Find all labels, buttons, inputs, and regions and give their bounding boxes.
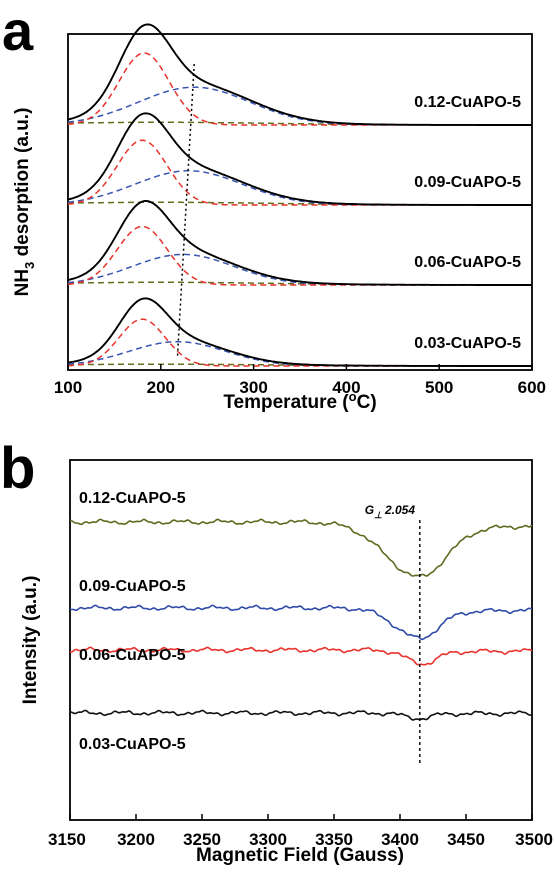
panel-a-series-labels: 0.12-CuAPO-5 0.09-CuAPO-5 0.06-CuAPO-5 0.03…: [414, 94, 521, 352]
x-tick-label-a-600: 600: [518, 378, 546, 397]
x-tick-label-b-3250: 3250: [183, 830, 221, 849]
x-tick-label-b-3400: 3400: [381, 830, 419, 849]
g-perp-annotation: G⊥ 2.054: [365, 503, 416, 520]
0-03-cuapo-5-epr-curve: [69, 709, 533, 721]
x-tick-label-a-300: 300: [239, 378, 267, 397]
0-03-cuapo-5-total-curve: [67, 297, 532, 367]
0-03-cuapo-5-peak3-fit: [68, 363, 532, 367]
x-tick-label-b-3150: 3150: [48, 830, 86, 849]
0-06-cuapo-5-epr-curve: [69, 646, 533, 666]
series-label-0-09-cuapo-5: 0.09-CuAPO-5: [414, 174, 521, 191]
panel-b-curves: [69, 518, 533, 721]
panel-a-y-axis-title: NH3 desorption (a.u.): [12, 108, 37, 297]
x-tick-label-b-3500: 3500: [515, 830, 553, 849]
series-label-0-03-cuapo-5: 0.03-CuAPO-5: [414, 335, 521, 352]
0-06-cuapo-5-total-curve: [67, 200, 532, 286]
series-label-b-0-09-cuapo-5: 0.09-CuAPO-5: [79, 578, 186, 595]
0-12-cuapo-5-epr-curve: [69, 518, 533, 577]
0-06-cuapo-5-peak3-fit: [68, 281, 532, 286]
x-tick-label-b-3350: 3350: [315, 830, 353, 849]
0-12-cuapo-5-peak2-fit: [67, 86, 532, 126]
x-tick-label-b-3300: 3300: [249, 830, 287, 849]
panel-b-plot-frame: [69, 459, 533, 821]
0-09-cuapo-5-peak1-fit: [67, 139, 532, 206]
0-09-cuapo-5-peak3-fit: [68, 201, 532, 206]
series-label-b-0-06-cuapo-5: 0.06-CuAPO-5: [79, 647, 186, 664]
peak-trend-line: [176, 63, 195, 357]
x-tick-label-a-400: 400: [332, 378, 360, 397]
panel-b-letter: b: [0, 436, 35, 501]
0-09-cuapo-5-total-curve: [67, 112, 532, 206]
0-09-cuapo-5-epr-curve: [69, 604, 533, 641]
panel-a-plot-frame: [67, 33, 533, 371]
panel-a-curves: [67, 23, 532, 367]
panel-b-x-axis-title: Magnetic Field (Gauss): [196, 845, 404, 866]
x-tick-label-b-3450: 3450: [447, 830, 485, 849]
panel-a-x-ticks: 100 200 300 400 500 600: [54, 364, 546, 397]
x-tick-label-a-500: 500: [425, 378, 453, 397]
x-tick-label-b-3200: 3200: [117, 830, 155, 849]
panel-b-series-labels: 0.12-CuAPO-5 0.09-CuAPO-5 0.06-CuAPO-5 0.03…: [79, 490, 186, 753]
series-label-b-0-03-cuapo-5: 0.03-CuAPO-5: [79, 736, 186, 753]
panel-b-x-ticks: 3150 3200 3250 3300 3350 3400 3450 3500: [48, 814, 553, 849]
panel-a: a 100 200 300 400 500 600 0.12-CuAPO-5 0.09-Cu…: [2, 0, 546, 413]
0-12-cuapo-5-total-curve: [67, 23, 532, 126]
series-label-0-06-cuapo-5: 0.06-CuAPO-5: [414, 254, 521, 271]
0-12-cuapo-5-peak3-fit: [68, 121, 532, 126]
panel-a-letter: a: [2, 0, 34, 62]
panel-b: b 3150 3200 3250 3300 3350 3400 3450 3500 0.12-…: [0, 436, 553, 866]
series-label-b-0-12-cuapo-5: 0.12-CuAPO-5: [79, 490, 186, 507]
x-tick-label-a-100: 100: [54, 378, 82, 397]
panel-b-y-axis-title: Intensity (a.u.): [20, 576, 41, 705]
x-tick-label-a-200: 200: [147, 378, 175, 397]
0-12-cuapo-5-peak1-fit: [67, 52, 532, 126]
series-label-0-12-cuapo-5: 0.12-CuAPO-5: [414, 94, 521, 111]
panel-a-x-axis-title: Temperature (oC): [223, 389, 376, 413]
